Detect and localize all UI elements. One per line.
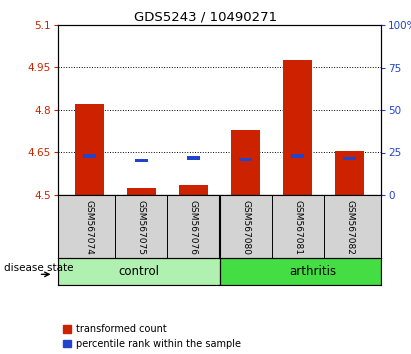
Bar bbox=[231, 130, 260, 195]
Bar bbox=[335, 151, 364, 195]
Bar bbox=[75, 104, 104, 195]
Text: arthritis: arthritis bbox=[290, 265, 337, 278]
Text: disease state: disease state bbox=[4, 263, 74, 273]
Text: control: control bbox=[118, 265, 159, 278]
Bar bbox=[283, 61, 312, 195]
Bar bbox=[127, 188, 156, 195]
Text: GSM567080: GSM567080 bbox=[241, 200, 250, 255]
Text: GSM567081: GSM567081 bbox=[293, 200, 302, 255]
Bar bbox=[343, 157, 356, 160]
Text: GSM567082: GSM567082 bbox=[345, 200, 354, 255]
Text: GSM567076: GSM567076 bbox=[189, 200, 198, 255]
Bar bbox=[187, 156, 200, 160]
Text: GDS5243 / 10490271: GDS5243 / 10490271 bbox=[134, 11, 277, 24]
Bar bbox=[179, 185, 208, 195]
Bar bbox=[291, 154, 304, 158]
Text: GSM567074: GSM567074 bbox=[85, 200, 94, 255]
Bar bbox=[135, 159, 148, 162]
Bar bbox=[83, 154, 96, 158]
Text: GSM567075: GSM567075 bbox=[137, 200, 146, 255]
Bar bbox=[219, 258, 381, 285]
Bar bbox=[58, 258, 219, 285]
Bar bbox=[58, 258, 219, 285]
Legend: transformed count, percentile rank within the sample: transformed count, percentile rank withi… bbox=[63, 324, 240, 349]
Bar bbox=[219, 258, 381, 285]
Bar bbox=[239, 158, 252, 161]
